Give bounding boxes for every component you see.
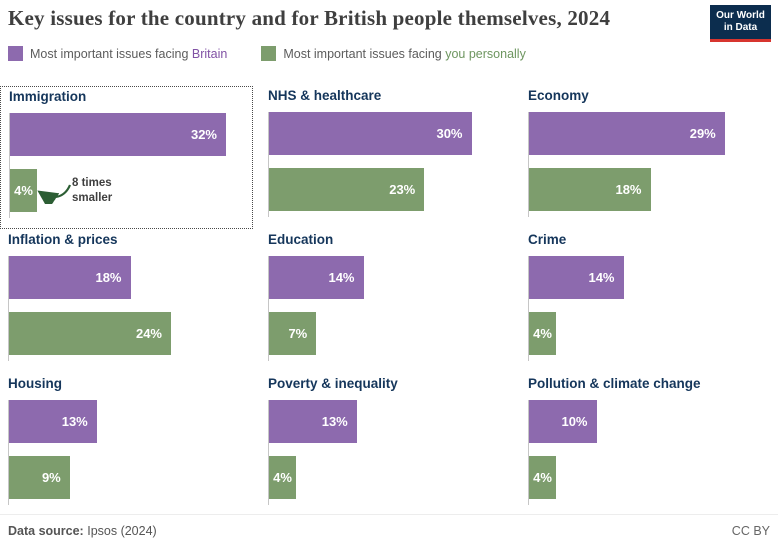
personally-bar-value: 4% [533,326,552,341]
britain-swatch-icon [8,46,23,61]
legend-label-personally: Most important issues facing you persona… [283,46,526,61]
legend-item-britain: Most important issues facing Britain [8,46,227,61]
axis-line [528,400,529,505]
britain-bar-value: 29% [689,126,716,141]
panel-title: Housing [8,376,62,391]
personally-bar-value: 9% [41,470,61,485]
legend-label-britain: Most important issues facing Britain [30,46,228,61]
axis-line [268,400,269,505]
owid-logo-line2: in Data [723,22,758,33]
personally-bar: 24% [9,312,171,355]
personally-bar: 18% [529,168,651,211]
axis-line [8,400,9,505]
britain-bar: 14% [529,256,624,299]
data-source-value: Ipsos (2024) [87,524,157,538]
personally-bar-value: 4% [14,183,33,198]
personally-swatch-icon [261,46,277,61]
owid-logo: Our World in Data [710,5,771,42]
personally-bar: 23% [269,168,425,211]
legend-item-personally: Most important issues facing you persona… [261,46,526,61]
panel-title: Inflation & prices [8,232,118,247]
owid-logo-line1: Our World [716,9,765,21]
data-source: Data source: Ipsos (2024) [8,524,157,538]
personally-bar: 4% [10,169,37,212]
axis-line [9,113,10,218]
personally-bar-value: 23% [389,182,416,197]
data-source-label: Data source: [8,524,84,538]
personally-bar-value: 24% [135,326,162,341]
legend: Most important issues facing Britain Mos… [8,46,526,61]
personally-bar: 9% [9,456,70,499]
annotation-text: 8 times smaller [72,177,113,204]
panel-title: Pollution & climate change [528,376,701,391]
panel-title: NHS & healthcare [268,88,382,103]
panel: NHS & healthcare 30% 23% [260,86,520,230]
panel-title: Immigration [9,89,87,104]
axis-line [528,112,529,217]
axis-line [268,112,269,217]
britain-bar-value: 14% [588,270,615,285]
panel: Immigration 32% 4% 8 times smaller [0,86,253,229]
annotation-arrow-icon [37,184,72,204]
panel-title: Economy [528,88,589,103]
britain-bar: 13% [269,400,357,443]
panel-title: Education [268,232,334,247]
britain-bar-value: 10% [561,414,588,429]
britain-bar: 30% [269,112,472,155]
personally-bar: 4% [529,312,556,355]
legend-highlight-britain: Britain [191,46,228,61]
panel-title: Crime [528,232,567,247]
britain-bar: 29% [529,112,725,155]
panel: Pollution & climate change 10% 4% [520,374,778,518]
personally-bar-value: 4% [533,470,552,485]
footer-divider [0,514,778,515]
britain-bar: 32% [10,113,226,156]
chart-title: Key issues for the country and for Briti… [8,6,611,30]
britain-bar-value: 13% [321,414,348,429]
axis-line [268,256,269,361]
britain-bar: 14% [269,256,364,299]
britain-bar: 10% [529,400,597,443]
axis-line [8,256,9,361]
britain-bar-value: 32% [190,127,217,142]
personally-bar-value: 18% [615,182,642,197]
britain-bar-value: 30% [436,126,463,141]
axis-line [528,256,529,361]
panel: Poverty & inequality 13% 4% [260,374,520,518]
personally-bar: 4% [269,456,296,499]
britain-bar-value: 13% [61,414,88,429]
britain-bar-value: 14% [328,270,355,285]
panel: Education 14% 7% [260,230,520,374]
panel: Economy 29% 18% [520,86,778,230]
personally-bar: 7% [269,312,317,355]
britain-bar: 18% [9,256,131,299]
panel: Crime 14% 4% [520,230,778,374]
license-badge: CC BY [731,524,770,538]
legend-highlight-personally: you personally [445,46,526,61]
britain-bar-value: 18% [95,270,122,285]
panel: Inflation & prices 18% 24% [0,230,260,374]
personally-bar-value: 7% [288,326,308,341]
personally-bar: 4% [529,456,556,499]
panel: Housing 13% 9% [0,374,260,518]
britain-bar: 13% [9,400,97,443]
panel-title: Poverty & inequality [268,376,398,391]
personally-bar-value: 4% [273,470,292,485]
